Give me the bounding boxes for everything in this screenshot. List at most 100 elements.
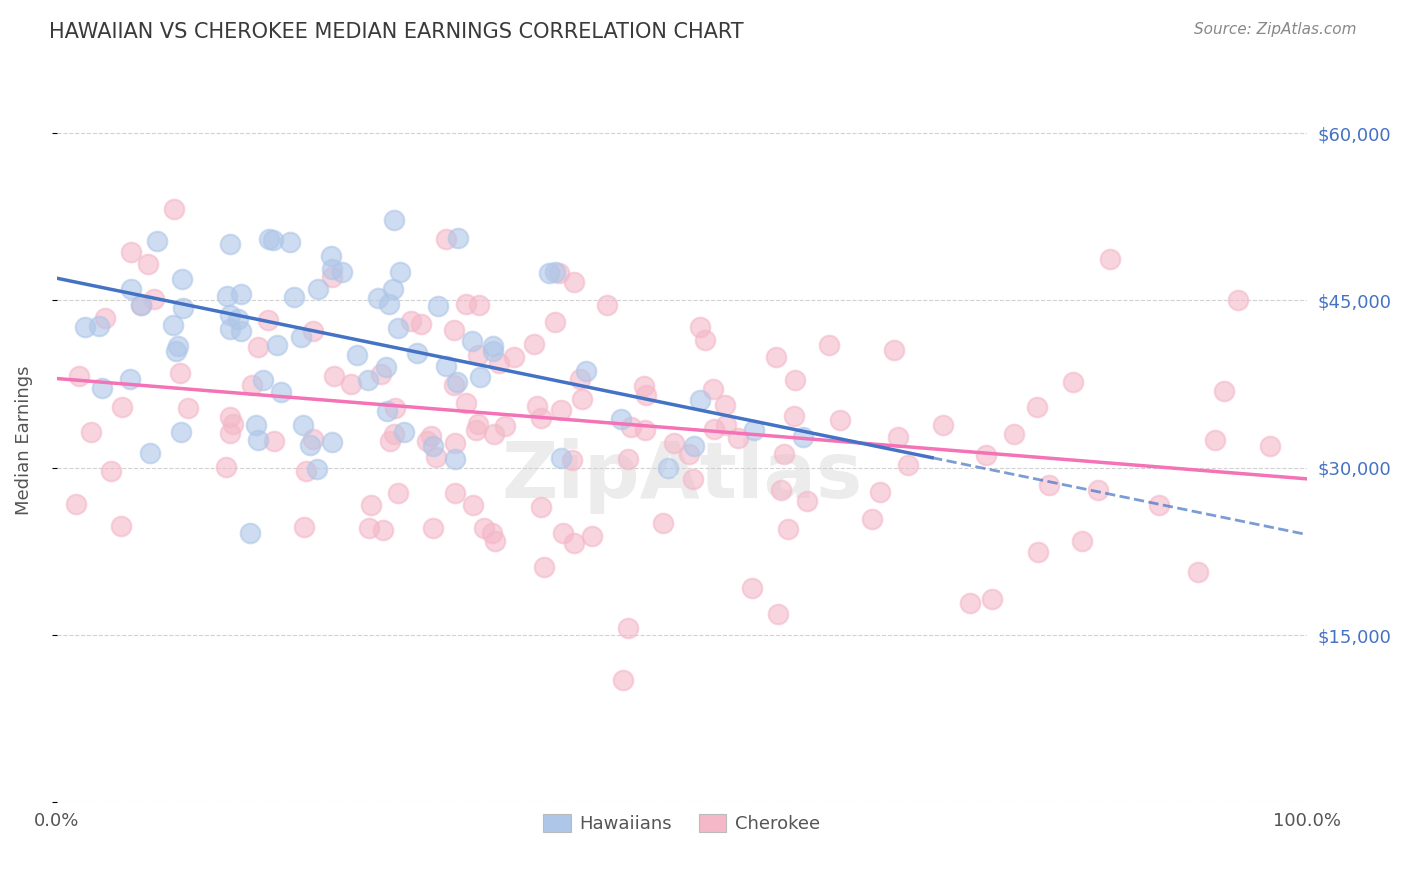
Point (356, 373, 378, 387)
Point (683, 439, 706, 453)
Point (444, 452, 467, 467)
Point (138, 257, 160, 271)
Point (245, 418, 267, 433)
Point (932, 417, 955, 432)
Point (538, 266, 561, 280)
Text: Source: ZipAtlas.com: Source: ZipAtlas.com (1194, 22, 1357, 37)
Point (360, 498, 382, 512)
Point (375, 403, 398, 417)
Point (388, 265, 411, 279)
Point (633, 379, 655, 393)
Point (278, 235, 301, 249)
Point (662, 435, 685, 450)
Point (79, 425, 101, 439)
Point (177, 401, 200, 415)
Point (218, 410, 240, 425)
Point (897, 458, 920, 473)
Point (166, 339, 188, 353)
Point (461, 334, 484, 349)
Point (283, 289, 305, 303)
Point (530, 411, 553, 425)
Point (742, 423, 765, 437)
Point (581, 529, 603, 543)
Point (468, 298, 491, 312)
Point (262, 233, 284, 247)
Point (91, 381, 114, 395)
Point (1187, 566, 1209, 580)
Point (252, 373, 274, 387)
Point (569, 371, 592, 385)
Point (550, 403, 572, 417)
Y-axis label: Median Earnings: Median Earnings (15, 365, 32, 515)
Point (550, 450, 572, 465)
Point (530, 500, 553, 514)
Point (713, 398, 735, 412)
Point (544, 315, 567, 329)
Point (382, 213, 405, 227)
Point (163, 202, 186, 217)
Point (481, 526, 503, 541)
Point (387, 486, 409, 500)
Point (981, 591, 1004, 606)
Point (562, 536, 585, 550)
Point (406, 346, 429, 360)
Point (1226, 293, 1249, 308)
Point (219, 322, 242, 336)
Point (1026, 544, 1049, 558)
Point (426, 300, 449, 314)
Point (94, 310, 117, 325)
Point (302, 432, 325, 446)
Point (367, 291, 389, 305)
Point (610, 411, 633, 425)
Point (444, 485, 467, 500)
Point (446, 375, 468, 389)
Point (651, 516, 673, 531)
Point (467, 348, 489, 362)
Point (792, 430, 814, 444)
Point (714, 418, 737, 433)
Point (1070, 534, 1092, 549)
Point (768, 607, 790, 622)
Text: ZipAtlas: ZipAtlas (502, 438, 862, 514)
Point (689, 393, 711, 408)
Point (330, 264, 353, 278)
Point (482, 344, 505, 359)
Point (693, 334, 716, 348)
Point (295, 464, 318, 478)
Point (416, 434, 439, 448)
Point (443, 322, 465, 336)
Point (773, 447, 796, 461)
Point (110, 519, 132, 533)
Point (456, 396, 478, 410)
Point (302, 324, 325, 338)
Point (1038, 477, 1060, 491)
Point (443, 378, 465, 392)
Point (380, 434, 402, 448)
Text: HAWAIIAN VS CHEROKEE MEDIAN EARNINGS CORRELATION CHART: HAWAIIAN VS CHEROKEE MEDIAN EARNINGS COR… (49, 22, 744, 42)
Point (257, 232, 280, 246)
Point (575, 364, 598, 378)
Point (482, 427, 505, 442)
Point (239, 526, 262, 541)
Point (219, 308, 242, 322)
Point (392, 425, 415, 439)
Point (689, 320, 711, 334)
Point (162, 318, 184, 333)
Point (488, 356, 510, 370)
Point (218, 236, 240, 251)
Point (783, 373, 806, 387)
Point (231, 324, 253, 338)
Legend: Hawaiians, Cherokee: Hawaiians, Cherokee (533, 804, 831, 844)
Point (172, 301, 194, 315)
Point (339, 376, 361, 391)
Point (319, 249, 342, 263)
Point (399, 314, 422, 328)
Point (87, 319, 110, 334)
Point (1002, 427, 1025, 442)
Point (883, 343, 905, 357)
Point (169, 366, 191, 380)
Point (378, 297, 401, 311)
Point (620, 420, 643, 434)
Point (139, 446, 162, 460)
Point (596, 298, 619, 312)
